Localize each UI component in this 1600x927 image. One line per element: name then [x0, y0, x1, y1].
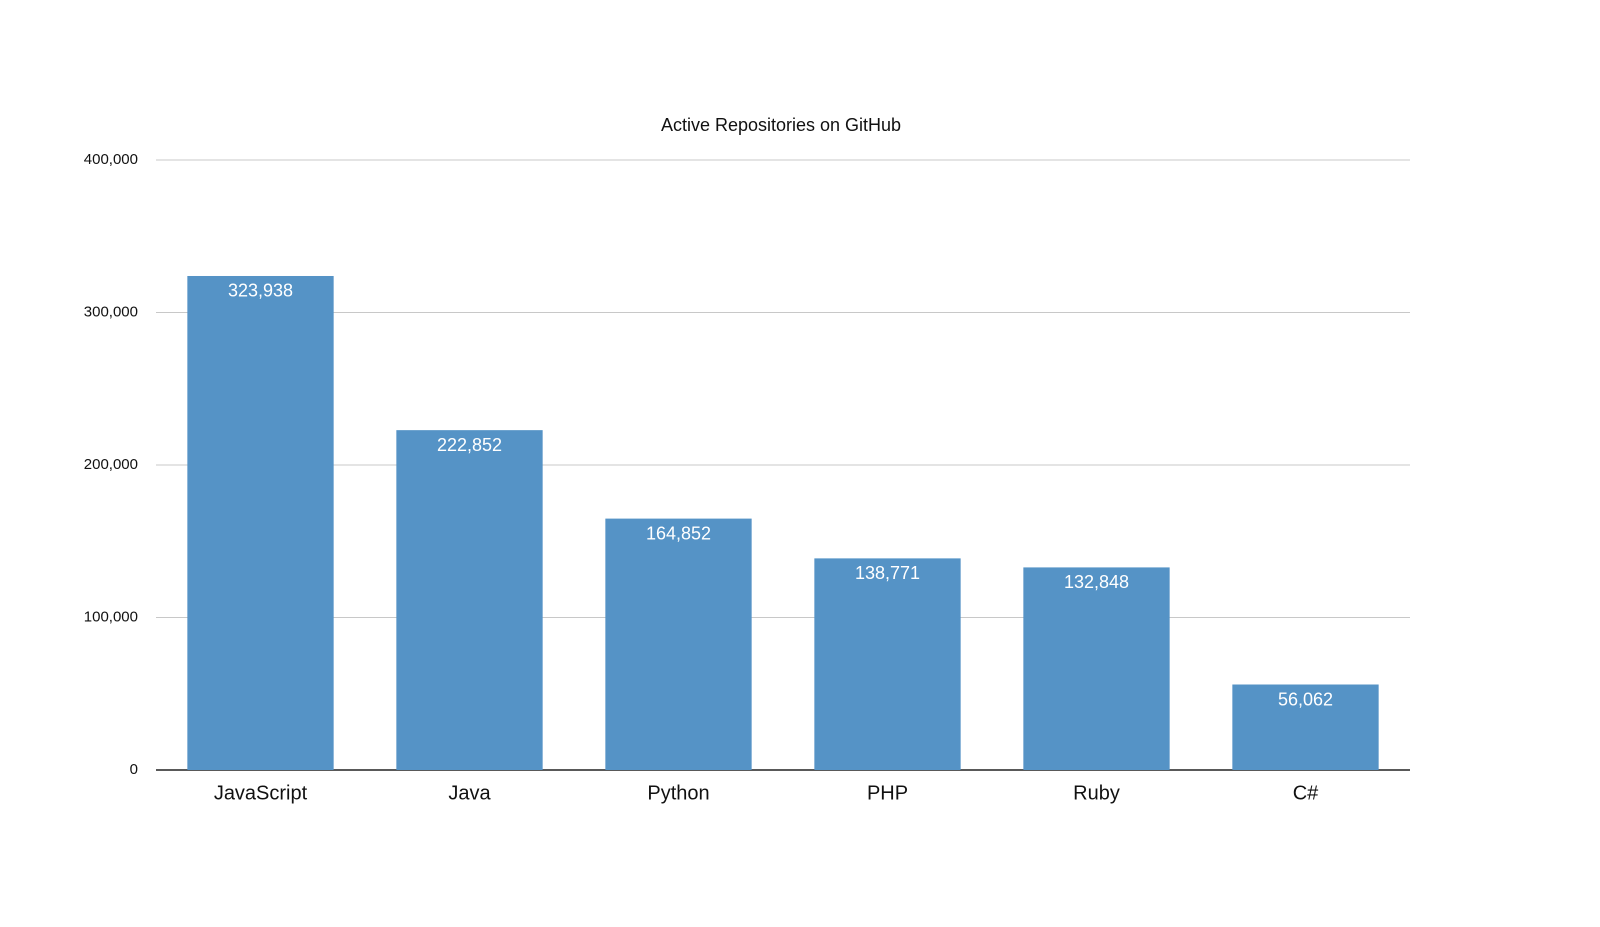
y-tick-label: 200,000 — [84, 456, 138, 473]
value-label: 132,848 — [1064, 572, 1129, 592]
bar — [1023, 567, 1170, 770]
x-tick-label: Ruby — [1073, 782, 1120, 804]
value-label: 164,852 — [646, 523, 711, 543]
bar — [1232, 684, 1379, 770]
y-tick-label: 0 — [130, 761, 138, 778]
x-tick-label: Python — [647, 782, 709, 804]
bar — [187, 275, 334, 770]
x-tick-label: PHP — [867, 782, 908, 804]
x-tick-label: C# — [1293, 782, 1319, 804]
x-tick-label: Java — [448, 782, 491, 804]
y-tick-label: 100,000 — [84, 608, 138, 625]
value-label: 222,852 — [437, 435, 502, 455]
y-tick-label: 300,000 — [84, 303, 138, 320]
y-tick-label: 400,000 — [84, 151, 138, 168]
chart-title: Active Repositories on GitHub — [661, 115, 901, 135]
x-tick-label: JavaScript — [214, 782, 308, 804]
bar — [396, 430, 543, 770]
value-label: 56,062 — [1278, 689, 1333, 709]
bar — [605, 518, 752, 770]
value-label: 138,771 — [855, 563, 920, 583]
value-label: 323,938 — [228, 281, 293, 301]
bar — [814, 558, 961, 770]
